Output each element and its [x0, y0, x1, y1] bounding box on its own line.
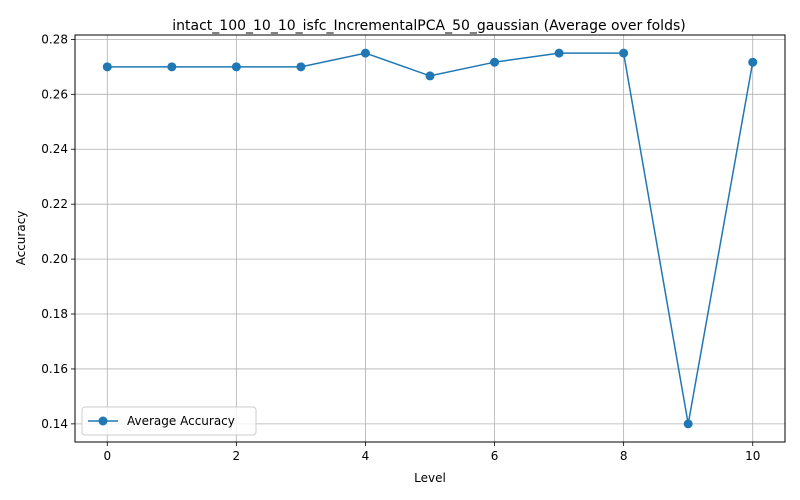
y-tick-label: 0.16	[41, 362, 68, 376]
series-layer	[102, 48, 758, 429]
data-point	[102, 62, 112, 72]
y-tick-label: 0.20	[41, 252, 68, 266]
plot-frame	[74, 34, 786, 443]
legend-box	[81, 406, 257, 436]
y-tick-label: 0.18	[41, 307, 68, 321]
data-point	[425, 71, 435, 81]
data-point	[748, 57, 758, 67]
y-tick-label: 0.22	[41, 197, 68, 211]
x-tick-label: 4	[362, 449, 370, 463]
data-point	[554, 48, 564, 58]
chart-title: intact_100_10_10_isfc_IncrementalPCA_50_…	[172, 18, 685, 34]
y-tick-label: 0.28	[41, 32, 68, 46]
y-tick-label: 0.14	[41, 417, 68, 431]
y-tick-label: 0.26	[41, 87, 68, 101]
grid-lines	[75, 35, 785, 442]
x-axis-ticks: 0 2 4 6 8 10	[103, 442, 760, 463]
data-point	[683, 419, 693, 429]
legend-label: Average Accuracy	[127, 414, 235, 428]
data-point	[167, 62, 177, 72]
data-point	[490, 57, 500, 67]
x-tick-label: 2	[233, 449, 241, 463]
x-axis-label: Level	[414, 471, 446, 485]
data-point	[360, 48, 370, 58]
legend: Average Accuracy	[81, 406, 257, 436]
data-point	[296, 62, 306, 72]
x-tick-label: 0	[103, 449, 111, 463]
x-tick-label: 6	[491, 449, 499, 463]
y-axis-ticks: 0.14 0.16 0.18 0.20 0.22 0.24 0.26 0.28	[41, 32, 75, 431]
x-tick-label: 8	[620, 449, 628, 463]
data-point	[619, 48, 629, 58]
y-tick-label: 0.24	[41, 142, 68, 156]
y-axis-label: Accuracy	[14, 211, 28, 266]
data-point	[231, 62, 241, 72]
legend-marker	[98, 416, 108, 426]
x-tick-label: 10	[745, 449, 760, 463]
